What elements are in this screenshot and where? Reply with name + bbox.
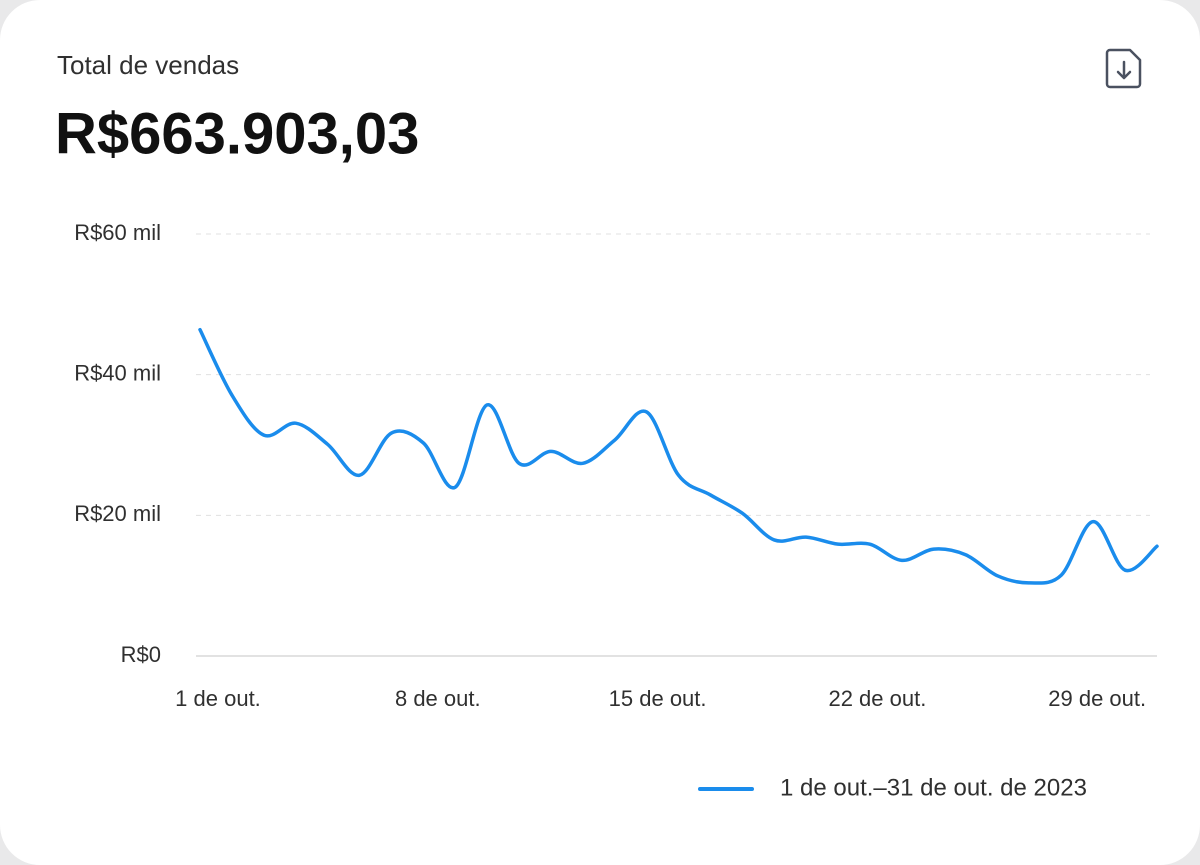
x-tick-label: 29 de out. [1048,686,1146,711]
y-tick-label: R$40 mil [74,360,161,385]
y-tick-label: R$20 mil [74,501,161,526]
x-tick-label: 15 de out. [609,686,707,711]
series-line [198,327,1159,585]
legend-label: 1 de out.–31 de out. de 2023 [780,774,1087,801]
chart-title: Total de vendas [57,50,239,80]
file-shape [1105,48,1142,89]
x-tick-label: 1 de out. [175,686,261,711]
x-tick-label: 8 de out. [395,686,481,711]
y-tick-label: R$0 [121,642,161,667]
x-tick-label: 22 de out. [828,686,926,711]
download-icon[interactable] [1105,48,1142,89]
total-value: R$663.903,03 [55,101,419,166]
y-tick-label: R$60 mil [74,220,161,245]
arrow [1116,60,1132,80]
